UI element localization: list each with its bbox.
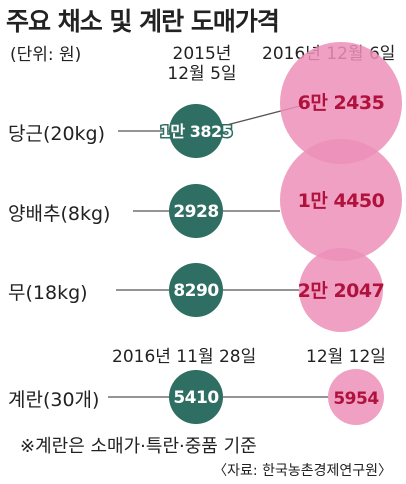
footnote: ※계란은 소매가·특란·중품 기준 [20, 436, 257, 457]
before-value-계란: 5410 [173, 388, 219, 408]
before-bubble-계란 [169, 370, 223, 424]
before-bubble-무 [169, 263, 223, 317]
after-bubbles [280, 42, 402, 425]
connector-lines [108, 105, 328, 398]
before-value-양배추: 2928 [173, 202, 218, 222]
chart-title: 주요 채소 및 계란 도매가격 [6, 7, 280, 36]
value-labels: 1만 3825 6만 2435 2928 1만 4450 8290 2만 2047 5410… [158, 92, 385, 409]
row-label-당근: 당근(20kg) [8, 123, 106, 145]
unit-label: (단위: 원) [10, 45, 82, 65]
after-bubble-계란 [328, 369, 384, 425]
after-value-무: 2만 2047 [298, 280, 385, 302]
after-value-계란: 5954 [333, 389, 379, 409]
header-dec12: 12월 12일 [306, 347, 386, 367]
header-2015-date: 12월 5일 [167, 64, 237, 84]
after-bubble-양배추 [280, 139, 402, 261]
before-bubble-양배추 [169, 184, 223, 238]
source-note: 〈자료: 한국농촌경제연구원〉 [213, 463, 392, 479]
header-2015-year: 2015년 [172, 44, 232, 64]
after-value-당근: 6만 2435 [298, 92, 385, 114]
before-value-무: 8290 [173, 281, 219, 301]
after-value-양배추: 1만 4450 [298, 190, 385, 212]
row-label-계란: 계란(30개) [8, 389, 100, 411]
after-bubble-당근 [280, 42, 402, 164]
row-label-양배추: 양배추(8kg) [8, 203, 111, 225]
header-2016-nov28: 2016년 11월 28일 [112, 347, 257, 367]
before-bubble-당근 [169, 104, 223, 158]
header-2015: 2015년 12월 5일 [157, 44, 247, 84]
after-bubble-무 [299, 248, 383, 332]
before-bubbles [169, 104, 223, 424]
row-label-무: 무(18kg) [8, 282, 88, 304]
before-value-당근: 1만 3825 [160, 122, 233, 141]
